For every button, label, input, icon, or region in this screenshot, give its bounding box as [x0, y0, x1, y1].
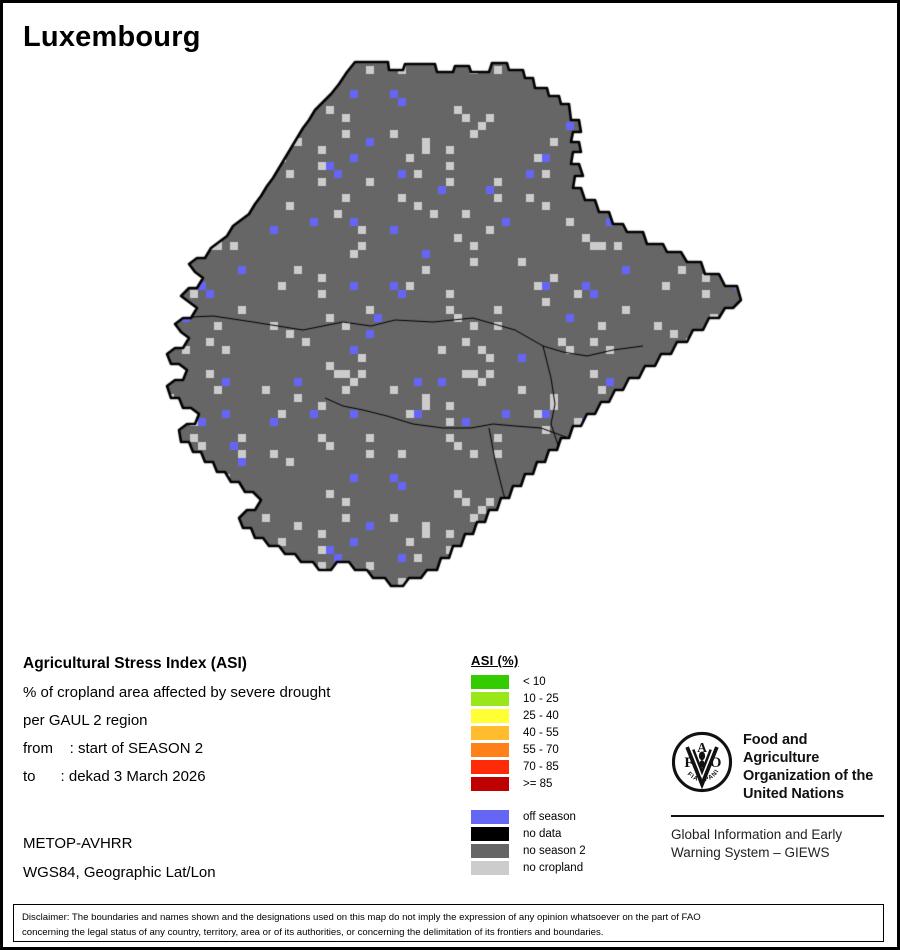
legend-row-asi-3: 40 - 55 — [471, 724, 641, 741]
legend-status-list: off season no data no season 2 no cropland — [471, 808, 641, 876]
fao-org-line-2: Organization of the — [743, 768, 874, 785]
svg-text:A: A — [697, 740, 707, 755]
legend-row-asi-1: 10 - 25 — [471, 690, 641, 707]
disclaimer-line-1: Disclaimer: The boundaries and names sho… — [22, 912, 701, 923]
fao-org-line-3: United Nations — [743, 786, 844, 803]
description-period-to: to : dekad 3 March 2026 — [23, 768, 206, 785]
description-heading: Agricultural Stress Index (ASI) — [23, 655, 247, 672]
legend-swatch-status-0 — [471, 809, 509, 824]
legend-title: ASI (%) — [471, 653, 519, 668]
legend-class-list: < 10 10 - 25 25 - 40 40 - 55 55 - 70 70 - 85 >… — [471, 673, 641, 792]
legend-row-asi-0: < 10 — [471, 673, 641, 690]
legend-label-asi-6: >= 85 — [523, 777, 553, 790]
description-line-1: % of cropland area affected by severe dr… — [23, 684, 331, 701]
source-sensor: METOP-AVHRR — [23, 835, 133, 852]
legend-row-status-3: no cropland — [471, 859, 641, 876]
source-projection: WGS84, Geographic Lat/Lon — [23, 864, 216, 881]
giews-line-1: Global Information and Early — [671, 826, 843, 842]
legend-spacer — [471, 792, 641, 808]
legend-swatch-status-3 — [471, 860, 509, 875]
legend-row-status-2: no season 2 — [471, 842, 641, 859]
svg-text:O: O — [710, 755, 722, 771]
giews-system-name: Global Information and Early Warning Sys… — [671, 826, 886, 862]
disclaimer-line-2: concerning the legal status of any count… — [22, 926, 604, 938]
map-description: Agricultural Stress Index (ASI) % of cro… — [23, 655, 453, 796]
legend-label-asi-4: 55 - 70 — [523, 743, 559, 756]
legend-label-status-2: no season 2 — [523, 844, 586, 857]
disclaimer-box: Disclaimer: The boundaries and names sho… — [13, 904, 884, 942]
legend-label-asi-3: 40 - 55 — [523, 726, 559, 739]
legend-row-asi-4: 55 - 70 — [471, 741, 641, 758]
map-area[interactable] — [6, 58, 897, 638]
map-legend: ASI (%) < 10 10 - 25 25 - 40 40 - 55 55 - 70… — [471, 653, 641, 876]
fao-logo-icon: F A O FIAT PANIS — [668, 726, 733, 793]
legend-label-status-0: off season — [523, 810, 576, 823]
legend-swatch-status-2 — [471, 843, 509, 858]
fao-divider — [671, 814, 884, 817]
legend-label-asi-0: < 10 — [523, 675, 546, 688]
fao-organization-name: Food and Agriculture Organization of the… — [743, 731, 886, 804]
description-period-from: from : start of SEASON 2 — [23, 740, 204, 757]
legend-row-asi-5: 70 - 85 — [471, 758, 641, 775]
description-line-2: per GAUL 2 region — [23, 712, 148, 729]
legend-row-status-1: no data — [471, 825, 641, 842]
legend-swatch-asi-5 — [471, 759, 509, 774]
legend-swatch-asi-4 — [471, 742, 509, 757]
page-title: Luxembourg — [23, 21, 201, 53]
legend-swatch-asi-0 — [471, 674, 509, 689]
legend-swatch-asi-6 — [471, 776, 509, 791]
legend-label-status-3: no cropland — [523, 861, 584, 874]
giews-line-2: Warning System – GIEWS — [671, 844, 830, 860]
legend-swatch-asi-3 — [471, 725, 509, 740]
legend-label-status-1: no data — [523, 827, 562, 840]
legend-label-asi-5: 70 - 85 — [523, 760, 559, 773]
legend-row-asi-6: >= 85 — [471, 775, 641, 792]
legend-swatch-asi-2 — [471, 708, 509, 723]
asi-choropleth-raster[interactable] — [6, 58, 897, 638]
legend-row-asi-2: 25 - 40 — [471, 707, 641, 724]
legend-label-asi-2: 25 - 40 — [523, 709, 559, 722]
fao-org-line-1: Food and Agriculture — [743, 732, 820, 767]
legend-swatch-asi-1 — [471, 691, 509, 706]
legend-row-status-0: off season — [471, 808, 641, 825]
svg-text:F: F — [684, 755, 693, 771]
map-source-info: METOP-AVHRR WGS84, Geographic Lat/Lon — [23, 835, 216, 893]
legend-label-asi-1: 10 - 25 — [523, 692, 559, 705]
legend-swatch-status-1 — [471, 826, 509, 841]
fao-branding: F A O FIAT PANIS Food and Agriculture Or… — [668, 726, 886, 862]
